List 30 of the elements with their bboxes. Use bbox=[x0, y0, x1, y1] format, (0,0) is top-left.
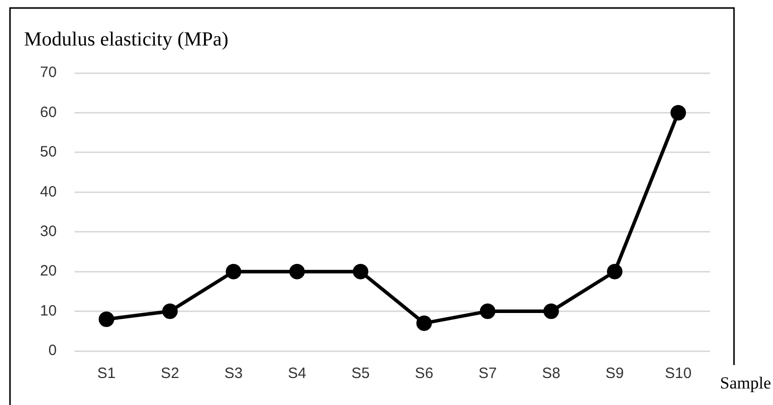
x-tick-label: S10 bbox=[664, 365, 692, 382]
x-tick-label: S5 bbox=[351, 365, 370, 382]
y-tick-label: 20 bbox=[40, 262, 57, 280]
x-tick-label: S9 bbox=[606, 365, 624, 382]
point bbox=[670, 104, 686, 120]
x-tick-label: S4 bbox=[288, 365, 306, 382]
x-tick-label: S6 bbox=[414, 365, 434, 382]
y-tick-label: 10 bbox=[40, 302, 57, 320]
x-tick-label: S7 bbox=[478, 365, 497, 382]
point bbox=[352, 264, 368, 280]
point bbox=[606, 264, 622, 280]
point bbox=[289, 264, 305, 280]
y-axis-title: Modulus elasticity (MPa) bbox=[24, 28, 228, 50]
y-tick-label: 60 bbox=[40, 104, 57, 121]
x-tick-label: S8 bbox=[542, 365, 560, 382]
x-tick-label: S3 bbox=[224, 365, 243, 382]
x-tick-label: S2 bbox=[160, 365, 180, 382]
x-axis-title: Sample bbox=[720, 373, 771, 392]
y-tick-label: 0 bbox=[48, 342, 57, 360]
point bbox=[543, 304, 559, 320]
y-tick-label: 30 bbox=[40, 223, 57, 240]
point bbox=[480, 304, 496, 320]
y-tick-label: 40 bbox=[40, 183, 57, 200]
point bbox=[226, 264, 242, 280]
x-tick-label: S1 bbox=[97, 365, 116, 382]
point bbox=[416, 315, 432, 331]
y-tick-label: 50 bbox=[40, 144, 57, 161]
point bbox=[98, 311, 114, 327]
point bbox=[162, 304, 178, 320]
y-tick-label: 70 bbox=[40, 64, 57, 82]
